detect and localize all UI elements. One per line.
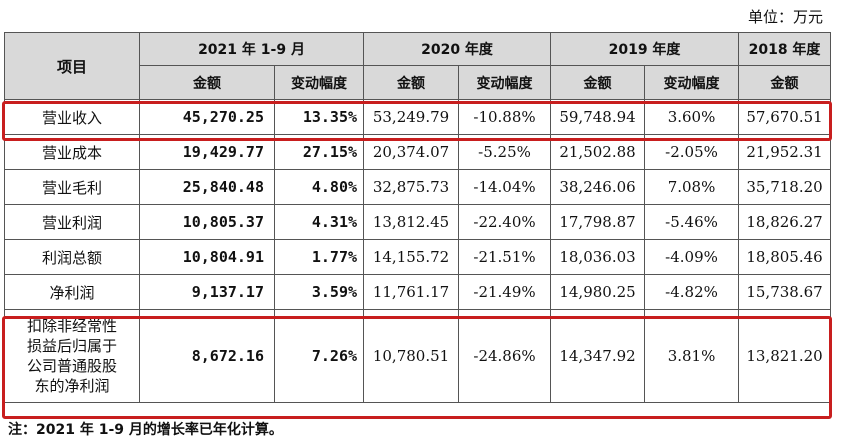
cell-2018-amount: 15,738.67 [738,274,832,310]
cell-2019-amount: 59,748.94 [550,99,646,135]
cell-2020-change: -21.49% [458,274,552,310]
table-row: 利润总额 10,804.91 1.77% 14,155.72 -21.51% 1… [4,239,832,275]
cell-2021-amount: 25,840.48 [139,169,275,205]
header-item: 项目 [4,32,140,100]
cell-2020-change: -10.88% [458,99,552,135]
cell-2018-amount: 18,826.27 [738,204,832,240]
cell-2018-amount: 35,718.20 [738,169,832,205]
header-row-periods: 项目 2021 年 1-9 月 2020 年度 2019 年度 2018 年度 [4,32,832,100]
cell-2019-amount: 14,980.25 [550,274,646,310]
header-change-2020: 变动幅度 [458,65,552,100]
footnote: 注：2021 年 1-9 月的增长率已年化计算。 [8,422,283,438]
unit-label: 单位：万元 [747,8,823,26]
header-period-2019: 2019 年度 [550,32,740,66]
cell-2020-change: -14.04% [458,169,552,205]
cell-2021-amount: 19,429.77 [139,134,275,170]
table-row: 营业收入 45,270.25 13.35% 53,249.79 -10.88% … [4,99,832,135]
cell-2021-amount: 45,270.25 [139,99,275,135]
financial-table: 项目 2021 年 1-9 月 2020 年度 2019 年度 2018 年度 … [4,32,832,403]
cell-2019-amount: 38,246.06 [550,169,646,205]
cell-2021-amount: 9,137.17 [139,274,275,310]
cell-2019-change: 7.08% [644,169,740,205]
row-label: 扣除非经常性 损益后归属于 公司普通股股 东的净利润 [4,309,140,403]
cell-2019-change: -4.82% [644,274,740,310]
cell-2021-change: 1.77% [273,239,365,275]
cell-2021-change: 13.35% [273,99,365,135]
cell-2019-change: 3.60% [644,99,740,135]
cell-2019-change: 3.81% [644,309,740,403]
row-label-line: 东的净利润 [34,377,110,395]
header-row-columns: 金额 变动幅度 金额 变动幅度 金额 变动幅度 金额 [5,65,832,100]
table-row: 扣除非经常性 损益后归属于 公司普通股股 东的净利润 8,672.16 7.26… [4,309,832,403]
cell-2021-change: 4.80% [273,169,365,205]
row-label: 营业成本 [4,134,140,170]
cell-2021-amount: 8,672.16 [139,309,275,403]
cell-2019-amount: 14,347.92 [550,309,646,403]
table-row: 净利润 9,137.17 3.59% 11,761.17 -21.49% 14,… [4,274,832,310]
cell-2021-change: 3.59% [273,274,365,310]
header-change-2021: 变动幅度 [273,65,365,100]
header-period-2021: 2021 年 1-9 月 [138,32,365,66]
row-label: 营业利润 [4,204,140,240]
cell-2019-change: -4.09% [644,239,740,275]
row-label: 利润总额 [4,239,140,275]
header-change-2019: 变动幅度 [644,65,740,100]
row-label: 营业毛利 [4,169,140,205]
cell-2020-amount: 53,249.79 [363,99,460,135]
cell-2018-amount: 57,670.51 [738,99,832,135]
cell-2018-amount: 21,952.31 [738,134,832,170]
header-amount-2021: 金额 [139,65,275,100]
header-amount-2020: 金额 [363,65,460,100]
table-row: 营业毛利 25,840.48 4.80% 32,875.73 -14.04% 3… [4,169,832,205]
cell-2020-change: -21.51% [458,239,552,275]
cell-2020-change: -24.86% [458,309,552,403]
cell-2019-change: -5.46% [644,204,740,240]
row-label-line: 公司普通股股 [26,357,117,375]
header-period-2018: 2018 年度 [738,32,832,66]
row-label: 营业收入 [4,99,140,135]
cell-2019-amount: 17,798.87 [550,204,646,240]
cell-2020-change: -22.40% [458,204,552,240]
cell-2020-change: -5.25% [458,134,552,170]
cell-2020-amount: 10,780.51 [363,309,460,403]
header-amount-2019: 金额 [550,65,646,100]
cell-2019-amount: 21,502.88 [550,134,646,170]
header-period-2020: 2020 年度 [363,32,552,66]
cell-2020-amount: 32,875.73 [363,169,460,205]
cell-2020-amount: 14,155.72 [363,239,460,275]
table-row: 营业成本 19,429.77 27.15% 20,374.07 -5.25% 2… [4,134,832,170]
row-label: 净利润 [4,274,140,310]
table-row: 营业利润 10,805.37 4.31% 13,812.45 -22.40% 1… [4,204,832,240]
row-label-line: 损益后归属于 [26,337,117,355]
cell-2018-amount: 18,805.46 [738,239,832,275]
cell-2018-amount: 13,821.20 [738,309,832,403]
row-label-line: 扣除非经常性 [26,317,117,335]
cell-2020-amount: 11,761.17 [363,274,460,310]
cell-2021-amount: 10,805.37 [139,204,275,240]
cell-2020-amount: 20,374.07 [363,134,460,170]
cell-2021-change: 27.15% [273,134,365,170]
cell-2021-change: 4.31% [273,204,365,240]
cell-2021-amount: 10,804.91 [139,239,275,275]
cell-2020-amount: 13,812.45 [363,204,460,240]
cell-2019-amount: 18,036.03 [550,239,646,275]
header-amount-2018: 金额 [738,65,832,100]
cell-2021-change: 7.26% [273,309,365,403]
cell-2019-change: -2.05% [644,134,740,170]
